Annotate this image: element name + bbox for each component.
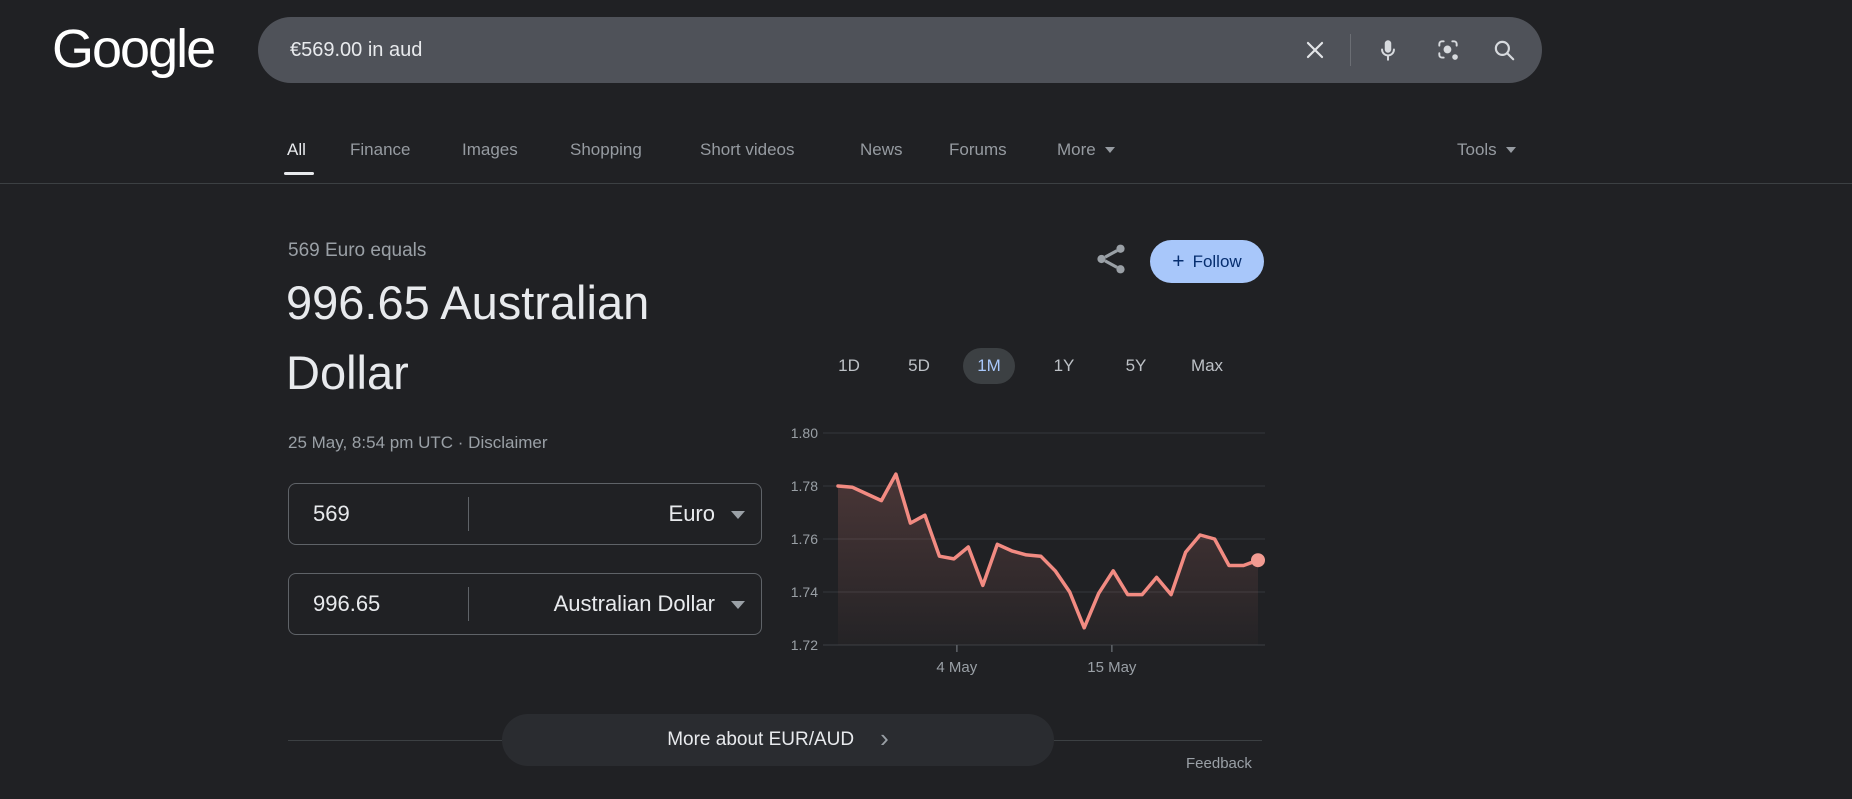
dropdown-caret-icon[interactable] bbox=[731, 511, 745, 519]
range-button-max[interactable]: Max bbox=[1190, 356, 1224, 375]
range-button-5d[interactable]: 5D bbox=[908, 356, 930, 375]
dot-separator: · bbox=[457, 433, 464, 452]
range-button-5y[interactable]: 5Y bbox=[1125, 356, 1147, 375]
plus-icon: + bbox=[1172, 250, 1185, 273]
range-button-1d[interactable]: 1D bbox=[838, 356, 860, 375]
last-value-dot bbox=[1251, 553, 1265, 568]
tab-more-label: More bbox=[1057, 140, 1096, 159]
more-about-button[interactable]: More about EUR/AUD › bbox=[502, 714, 1054, 766]
tab-finance[interactable]: Finance bbox=[350, 140, 411, 159]
search-bar-divider bbox=[1350, 34, 1351, 66]
tab-images[interactable]: Images bbox=[462, 140, 518, 159]
follow-button[interactable]: + Follow bbox=[1150, 240, 1264, 283]
tools-button[interactable]: Tools bbox=[1457, 140, 1516, 160]
from-amount-input[interactable]: 569 bbox=[313, 501, 350, 526]
tab-all[interactable]: All bbox=[287, 140, 306, 159]
follow-label: Follow bbox=[1192, 251, 1242, 271]
header-divider bbox=[0, 183, 1852, 184]
chart-line bbox=[836, 472, 1260, 630]
input-divider bbox=[468, 587, 469, 621]
chevron-down-icon bbox=[1505, 147, 1516, 153]
search-bar[interactable]: €569.00 in aud bbox=[258, 17, 1542, 83]
range-button-1y[interactable]: 1Y bbox=[1053, 356, 1075, 375]
exchange-rate-chart[interactable]: 1.80 1.78 1.76 1.74 1.72 4 May 15 May bbox=[788, 420, 1270, 682]
chevron-down-icon bbox=[1104, 147, 1115, 153]
active-tab-underline bbox=[284, 172, 314, 175]
y-tick-label: 1.80 bbox=[791, 425, 818, 441]
close-icon[interactable] bbox=[1302, 37, 1328, 63]
y-tick-label: 1.74 bbox=[791, 584, 818, 600]
more-about-label: More about EUR/AUD bbox=[667, 729, 855, 750]
share-icon[interactable] bbox=[1092, 240, 1130, 278]
chart-area-fill bbox=[838, 474, 1258, 645]
disclaimer-link[interactable]: Disclaimer bbox=[468, 433, 548, 452]
tab-more[interactable]: More bbox=[1057, 140, 1115, 160]
timestamp-text: 25 May, 8:54 pm UTC bbox=[288, 433, 454, 452]
to-currency-row: 996.65 Australian Dollar bbox=[288, 573, 762, 635]
range-button-1m[interactable]: 1M bbox=[963, 348, 1015, 384]
search-input[interactable]: €569.00 in aud bbox=[290, 39, 423, 61]
x-tick-label: 15 May bbox=[1087, 659, 1137, 676]
lens-camera-icon[interactable] bbox=[1435, 37, 1461, 63]
from-currency-dropdown[interactable]: Euro bbox=[668, 501, 715, 526]
conversion-timestamp: 25 May, 8:54 pm UTC · Disclaimer bbox=[288, 433, 548, 453]
y-tick-label: 1.78 bbox=[791, 478, 818, 494]
mic-icon[interactable] bbox=[1375, 37, 1401, 63]
from-currency-row: 569 Euro bbox=[288, 483, 762, 545]
conversion-result: 996.65 Australian Dollar bbox=[286, 276, 650, 399]
dropdown-caret-icon[interactable] bbox=[731, 601, 745, 609]
input-divider bbox=[468, 497, 469, 531]
google-logo[interactable]: Google bbox=[52, 19, 216, 79]
to-amount-input[interactable]: 996.65 bbox=[313, 591, 381, 616]
tools-label: Tools bbox=[1457, 140, 1497, 159]
y-tick-label: 1.72 bbox=[791, 637, 818, 653]
x-tick-label: 4 May bbox=[936, 659, 977, 676]
tab-news[interactable]: News bbox=[860, 140, 903, 159]
tab-shopping[interactable]: Shopping bbox=[570, 140, 642, 159]
tab-forums[interactable]: Forums bbox=[949, 140, 1007, 159]
tab-short-videos[interactable]: Short videos bbox=[700, 140, 795, 159]
conversion-subtitle: 569 Euro equals bbox=[288, 240, 427, 261]
to-currency-dropdown[interactable]: Australian Dollar bbox=[553, 591, 715, 616]
feedback-link[interactable]: Feedback bbox=[1186, 755, 1252, 772]
y-tick-label: 1.76 bbox=[791, 531, 818, 547]
search-icon[interactable] bbox=[1491, 37, 1517, 63]
chevron-right-icon: › bbox=[880, 723, 889, 753]
